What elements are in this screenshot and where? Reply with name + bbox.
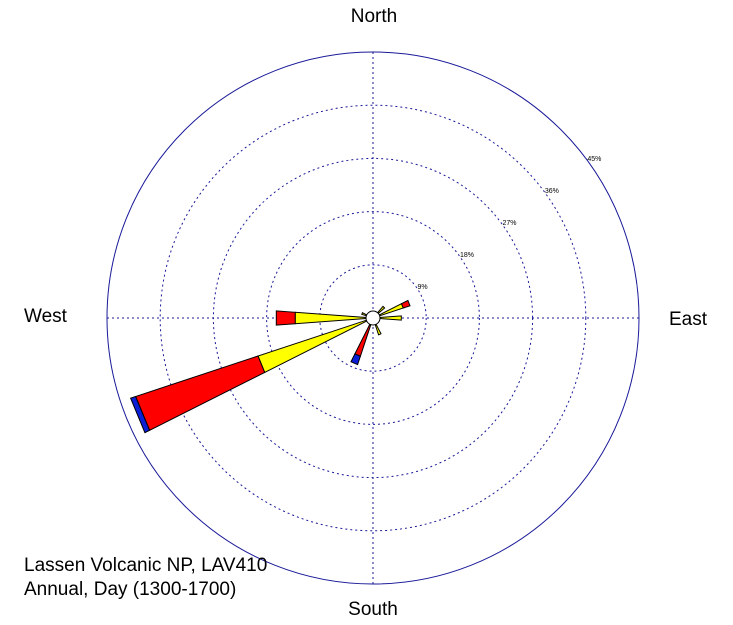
petal-segment (374, 323, 382, 336)
direction-label-north: North (351, 6, 397, 27)
petal-segment (294, 311, 367, 325)
caption-period: Annual, Day (1300-1700) (24, 579, 237, 600)
wind-petals (129, 299, 411, 434)
direction-label-south: South (348, 599, 398, 620)
ring-label: 9% (418, 284, 428, 291)
grid-ring (159, 104, 587, 532)
petal-segment (129, 395, 151, 434)
petal-segment (400, 299, 411, 309)
petal-segment (134, 355, 266, 431)
ring-label: 36% (545, 188, 559, 195)
ring-label: 27% (503, 220, 517, 227)
grid-ring (266, 211, 480, 425)
petal-segment (379, 315, 402, 321)
petal-segment (361, 311, 368, 317)
direction-label-west: West (24, 306, 68, 327)
caption-site: Lassen Volcanic NP, LAV410 (24, 555, 268, 576)
center-circle (365, 310, 381, 326)
petal-segment (354, 324, 372, 357)
ring-label: 18% (460, 252, 474, 259)
ring-label: 45% (587, 156, 601, 163)
petal-segment (275, 310, 296, 326)
direction-label-east: East (669, 309, 708, 330)
petal-segment (257, 319, 368, 374)
petal-segment (350, 353, 362, 366)
ring-labels: 9% 18% 27% 36% 45% (418, 156, 602, 291)
